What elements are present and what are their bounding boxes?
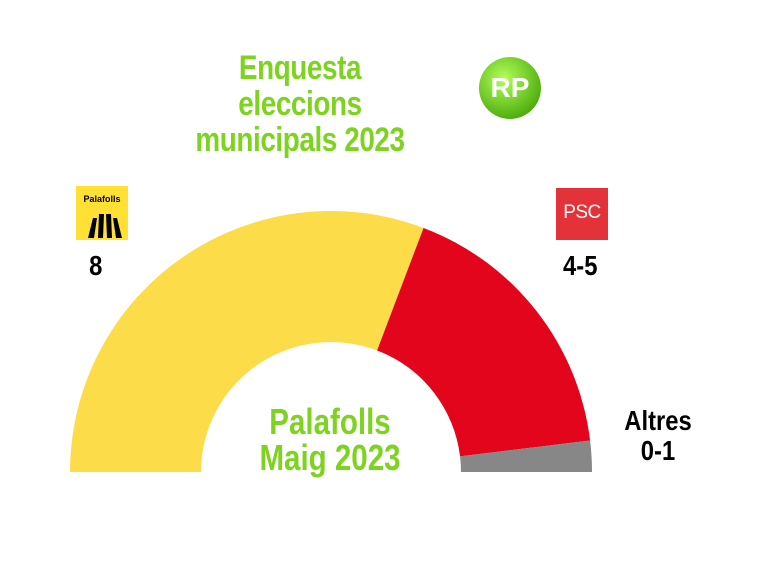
junts-logo: Palafolls xyxy=(76,186,128,240)
psc-logo-text: PSC xyxy=(563,202,601,223)
chart-title: Enquesta eleccions municipals 2023 xyxy=(177,50,423,158)
junts-stripes-icon xyxy=(88,214,122,238)
title-line-2: municipals 2023 xyxy=(195,121,405,159)
title-line-1: Enquesta eleccions xyxy=(238,49,362,123)
psc-seats-label: 4-5 xyxy=(563,250,598,281)
psc-logo: PSC xyxy=(556,188,608,240)
altres-seats-label: 0-1 xyxy=(640,435,676,466)
junts-seats-label: 8 xyxy=(89,250,103,281)
rp-logo-text: RP xyxy=(491,72,530,103)
center-label: Palafolls Maig 2023 xyxy=(248,404,412,476)
center-line-1: Palafolls xyxy=(269,401,391,442)
slice-palafolls xyxy=(70,210,424,472)
altres-label-block: Altres 0-1 xyxy=(624,406,692,466)
slice-altres xyxy=(460,440,592,472)
center-line-2: Maig 2023 xyxy=(259,437,401,478)
rp-logo-icon: RP xyxy=(479,57,541,119)
slice-psc xyxy=(377,227,591,457)
junts-logo-text: Palafolls xyxy=(83,194,121,204)
altres-name: Altres xyxy=(624,405,692,436)
